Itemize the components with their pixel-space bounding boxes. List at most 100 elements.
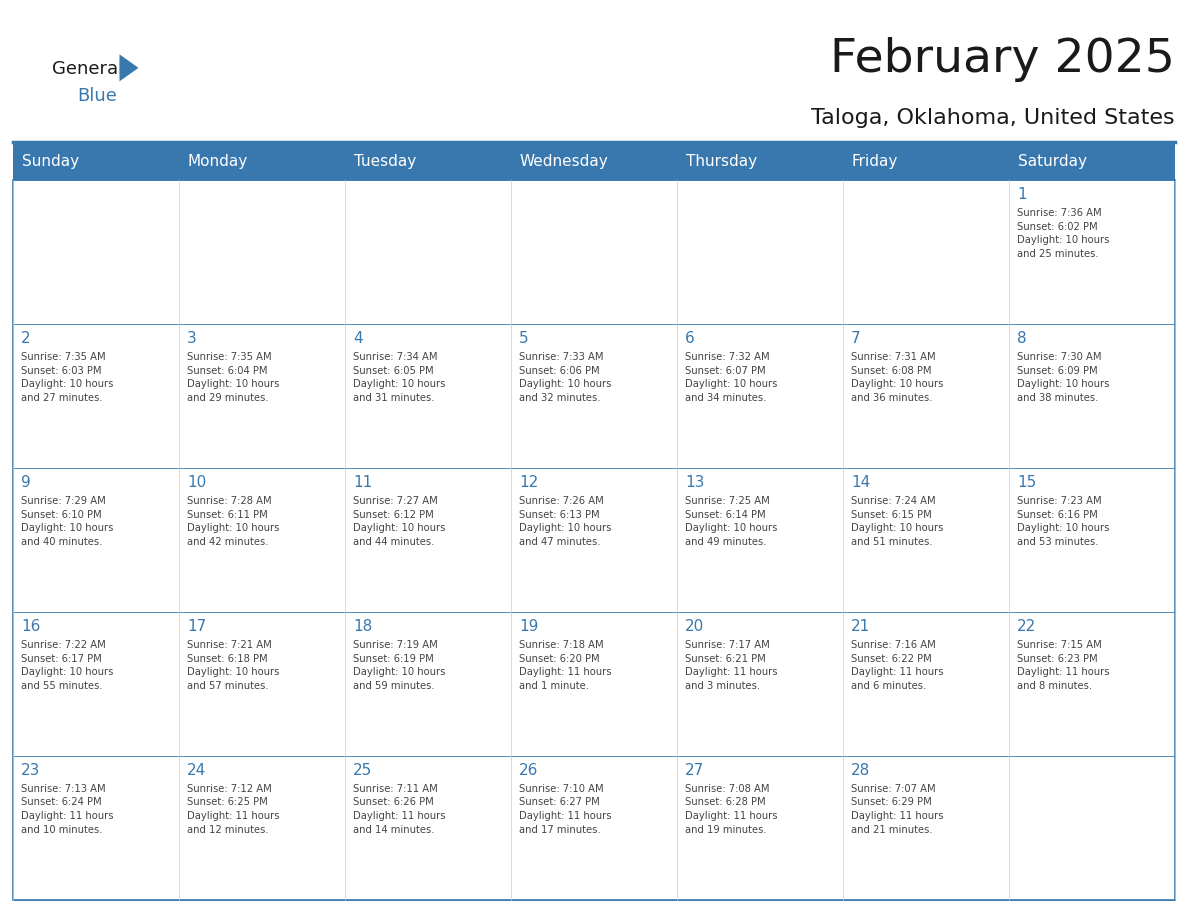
Text: Sunrise: 7:30 AM
Sunset: 6:09 PM
Daylight: 10 hours
and 38 minutes.: Sunrise: 7:30 AM Sunset: 6:09 PM Dayligh… <box>1017 353 1110 403</box>
Bar <box>843 180 1009 324</box>
Bar <box>511 324 677 468</box>
Bar <box>13 612 179 756</box>
Text: Sunrise: 7:11 AM
Sunset: 6:26 PM
Daylight: 11 hours
and 14 minutes.: Sunrise: 7:11 AM Sunset: 6:26 PM Dayligh… <box>353 784 446 834</box>
Text: 7: 7 <box>851 331 860 346</box>
Bar <box>843 612 1009 756</box>
Text: Sunrise: 7:24 AM
Sunset: 6:15 PM
Daylight: 10 hours
and 51 minutes.: Sunrise: 7:24 AM Sunset: 6:15 PM Dayligh… <box>851 496 943 547</box>
Text: Sunrise: 7:07 AM
Sunset: 6:29 PM
Daylight: 11 hours
and 21 minutes.: Sunrise: 7:07 AM Sunset: 6:29 PM Dayligh… <box>851 784 943 834</box>
Text: 9: 9 <box>21 475 31 490</box>
Bar <box>345 324 511 468</box>
Text: 18: 18 <box>353 619 372 634</box>
Text: 12: 12 <box>519 475 538 490</box>
Text: Sunrise: 7:25 AM
Sunset: 6:14 PM
Daylight: 10 hours
and 49 minutes.: Sunrise: 7:25 AM Sunset: 6:14 PM Dayligh… <box>685 496 777 547</box>
Text: Taloga, Oklahoma, United States: Taloga, Oklahoma, United States <box>811 107 1175 128</box>
Text: Sunrise: 7:12 AM
Sunset: 6:25 PM
Daylight: 11 hours
and 12 minutes.: Sunrise: 7:12 AM Sunset: 6:25 PM Dayligh… <box>187 784 279 834</box>
Text: Monday: Monday <box>188 154 248 169</box>
Text: Sunrise: 7:22 AM
Sunset: 6:17 PM
Daylight: 10 hours
and 55 minutes.: Sunrise: 7:22 AM Sunset: 6:17 PM Dayligh… <box>21 640 113 690</box>
Text: Blue: Blue <box>77 87 116 105</box>
Text: 15: 15 <box>1017 475 1036 490</box>
Bar <box>511 756 677 900</box>
Text: Sunrise: 7:32 AM
Sunset: 6:07 PM
Daylight: 10 hours
and 34 minutes.: Sunrise: 7:32 AM Sunset: 6:07 PM Dayligh… <box>685 353 777 403</box>
Text: Sunday: Sunday <box>23 154 80 169</box>
Bar <box>677 756 843 900</box>
Text: Sunrise: 7:29 AM
Sunset: 6:10 PM
Daylight: 10 hours
and 40 minutes.: Sunrise: 7:29 AM Sunset: 6:10 PM Dayligh… <box>21 496 113 547</box>
Text: General: General <box>52 60 124 78</box>
Text: 23: 23 <box>21 763 40 778</box>
Bar <box>511 468 677 612</box>
Text: Friday: Friday <box>852 154 898 169</box>
Bar <box>677 324 843 468</box>
Bar <box>179 324 345 468</box>
Text: 1: 1 <box>1017 187 1026 202</box>
Text: Sunrise: 7:17 AM
Sunset: 6:21 PM
Daylight: 11 hours
and 3 minutes.: Sunrise: 7:17 AM Sunset: 6:21 PM Dayligh… <box>685 640 777 690</box>
Bar <box>1009 180 1175 324</box>
Text: Sunrise: 7:15 AM
Sunset: 6:23 PM
Daylight: 11 hours
and 8 minutes.: Sunrise: 7:15 AM Sunset: 6:23 PM Dayligh… <box>1017 640 1110 690</box>
Bar <box>677 180 843 324</box>
Text: 25: 25 <box>353 763 372 778</box>
Bar <box>1009 324 1175 468</box>
Bar <box>13 468 179 612</box>
Text: 8: 8 <box>1017 331 1026 346</box>
Text: Sunrise: 7:08 AM
Sunset: 6:28 PM
Daylight: 11 hours
and 19 minutes.: Sunrise: 7:08 AM Sunset: 6:28 PM Dayligh… <box>685 784 777 834</box>
Text: Sunrise: 7:31 AM
Sunset: 6:08 PM
Daylight: 10 hours
and 36 minutes.: Sunrise: 7:31 AM Sunset: 6:08 PM Dayligh… <box>851 353 943 403</box>
Bar <box>345 756 511 900</box>
Text: Sunrise: 7:19 AM
Sunset: 6:19 PM
Daylight: 10 hours
and 59 minutes.: Sunrise: 7:19 AM Sunset: 6:19 PM Dayligh… <box>353 640 446 690</box>
Bar <box>13 142 1175 180</box>
Bar <box>511 612 677 756</box>
Bar <box>13 180 1175 900</box>
Text: Sunrise: 7:35 AM
Sunset: 6:03 PM
Daylight: 10 hours
and 27 minutes.: Sunrise: 7:35 AM Sunset: 6:03 PM Dayligh… <box>21 353 113 403</box>
Bar <box>843 324 1009 468</box>
Text: 21: 21 <box>851 619 871 634</box>
Text: Sunrise: 7:35 AM
Sunset: 6:04 PM
Daylight: 10 hours
and 29 minutes.: Sunrise: 7:35 AM Sunset: 6:04 PM Dayligh… <box>187 353 279 403</box>
Text: 28: 28 <box>851 763 871 778</box>
Bar <box>511 180 677 324</box>
Text: 13: 13 <box>685 475 704 490</box>
Text: 3: 3 <box>187 331 197 346</box>
Text: 11: 11 <box>353 475 372 490</box>
Bar <box>345 612 511 756</box>
Bar <box>843 468 1009 612</box>
Text: 24: 24 <box>187 763 207 778</box>
Bar <box>1009 756 1175 900</box>
Text: Saturday: Saturday <box>1018 154 1087 169</box>
Text: 5: 5 <box>519 331 529 346</box>
Text: 2: 2 <box>21 331 31 346</box>
Text: Wednesday: Wednesday <box>520 154 608 169</box>
Bar <box>1009 612 1175 756</box>
Text: 16: 16 <box>21 619 40 634</box>
Text: Sunrise: 7:34 AM
Sunset: 6:05 PM
Daylight: 10 hours
and 31 minutes.: Sunrise: 7:34 AM Sunset: 6:05 PM Dayligh… <box>353 353 446 403</box>
Text: Sunrise: 7:18 AM
Sunset: 6:20 PM
Daylight: 11 hours
and 1 minute.: Sunrise: 7:18 AM Sunset: 6:20 PM Dayligh… <box>519 640 612 690</box>
Bar <box>179 756 345 900</box>
Text: Sunrise: 7:21 AM
Sunset: 6:18 PM
Daylight: 10 hours
and 57 minutes.: Sunrise: 7:21 AM Sunset: 6:18 PM Dayligh… <box>187 640 279 690</box>
Text: Tuesday: Tuesday <box>354 154 416 169</box>
Text: 19: 19 <box>519 619 538 634</box>
Bar <box>13 324 179 468</box>
Text: Sunrise: 7:23 AM
Sunset: 6:16 PM
Daylight: 10 hours
and 53 minutes.: Sunrise: 7:23 AM Sunset: 6:16 PM Dayligh… <box>1017 496 1110 547</box>
Text: Sunrise: 7:27 AM
Sunset: 6:12 PM
Daylight: 10 hours
and 44 minutes.: Sunrise: 7:27 AM Sunset: 6:12 PM Dayligh… <box>353 496 446 547</box>
Text: Sunrise: 7:13 AM
Sunset: 6:24 PM
Daylight: 11 hours
and 10 minutes.: Sunrise: 7:13 AM Sunset: 6:24 PM Dayligh… <box>21 784 114 834</box>
Text: 26: 26 <box>519 763 538 778</box>
Bar <box>179 468 345 612</box>
Text: Sunrise: 7:16 AM
Sunset: 6:22 PM
Daylight: 11 hours
and 6 minutes.: Sunrise: 7:16 AM Sunset: 6:22 PM Dayligh… <box>851 640 943 690</box>
Bar <box>179 612 345 756</box>
Text: 20: 20 <box>685 619 704 634</box>
Text: Sunrise: 7:28 AM
Sunset: 6:11 PM
Daylight: 10 hours
and 42 minutes.: Sunrise: 7:28 AM Sunset: 6:11 PM Dayligh… <box>187 496 279 547</box>
Text: Sunrise: 7:26 AM
Sunset: 6:13 PM
Daylight: 10 hours
and 47 minutes.: Sunrise: 7:26 AM Sunset: 6:13 PM Dayligh… <box>519 496 612 547</box>
Bar <box>677 612 843 756</box>
Bar <box>13 756 179 900</box>
Text: Sunrise: 7:33 AM
Sunset: 6:06 PM
Daylight: 10 hours
and 32 minutes.: Sunrise: 7:33 AM Sunset: 6:06 PM Dayligh… <box>519 353 612 403</box>
Bar <box>843 756 1009 900</box>
Text: February 2025: February 2025 <box>830 37 1175 83</box>
Bar <box>345 180 511 324</box>
Bar <box>13 180 179 324</box>
Text: Sunrise: 7:10 AM
Sunset: 6:27 PM
Daylight: 11 hours
and 17 minutes.: Sunrise: 7:10 AM Sunset: 6:27 PM Dayligh… <box>519 784 612 834</box>
Text: 4: 4 <box>353 331 362 346</box>
Text: 14: 14 <box>851 475 871 490</box>
Text: 22: 22 <box>1017 619 1036 634</box>
Polygon shape <box>120 54 139 82</box>
Bar <box>345 468 511 612</box>
Text: Sunrise: 7:36 AM
Sunset: 6:02 PM
Daylight: 10 hours
and 25 minutes.: Sunrise: 7:36 AM Sunset: 6:02 PM Dayligh… <box>1017 208 1110 259</box>
Text: 27: 27 <box>685 763 704 778</box>
Bar <box>677 468 843 612</box>
Text: 6: 6 <box>685 331 695 346</box>
